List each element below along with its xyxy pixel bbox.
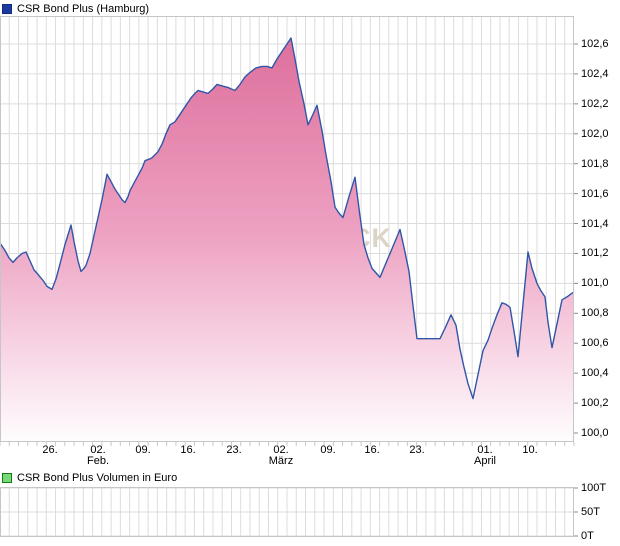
price-area-chart: CK <box>0 16 578 446</box>
price-y-label: 100,0 <box>581 427 609 439</box>
price-x-label: 09. <box>320 444 336 456</box>
plot-border <box>0 487 574 537</box>
price-area-fill <box>0 38 573 442</box>
price-x-label: 09. <box>135 444 151 456</box>
price-y-label: 100,2 <box>581 397 609 410</box>
volume-bar-chart <box>0 487 578 537</box>
price-line <box>0 37 574 400</box>
price-x-label: 02. <box>90 444 106 456</box>
volume-y-label: 100T <box>581 482 607 494</box>
price-x-label: 16. <box>364 444 380 456</box>
volume-y-label: 50T <box>581 506 600 518</box>
price-y-label: 101,0 <box>581 277 609 290</box>
price-y-label: 102,2 <box>581 97 609 110</box>
price-series-marker-icon <box>2 3 12 14</box>
price-x-label: 02. <box>273 444 289 456</box>
price-y-label: 100,4 <box>581 367 609 380</box>
price-y-label: 101,8 <box>581 157 609 170</box>
price-x-label: 23. <box>409 444 425 456</box>
price-y-label: 101,6 <box>581 187 609 200</box>
price-x-label: 26. <box>42 444 58 456</box>
price-y-label: 102,6 <box>581 38 609 50</box>
price-x-label: 10. <box>522 444 538 456</box>
price-y-label: 102,4 <box>581 67 609 80</box>
price-chart-legend: CSR Bond Plus (Hamburg) <box>2 2 149 15</box>
price-x-label: 16. <box>180 444 196 456</box>
price-x-month-label: April <box>473 455 496 467</box>
price-y-label: 100,6 <box>581 337 609 350</box>
volume-y-label: 0T <box>581 530 594 542</box>
volume-series-marker-icon <box>2 472 12 483</box>
plot-border <box>0 16 574 442</box>
volume-chart-legend: CSR Bond Plus Volumen in Euro <box>2 471 177 484</box>
price-x-month-label: März <box>268 455 294 467</box>
price-y-label: 101,2 <box>581 247 609 260</box>
price-chart-title: CSR Bond Plus (Hamburg) <box>17 2 150 15</box>
price-x-month-label: Feb. <box>86 455 109 467</box>
price-x-label: 23. <box>226 444 242 456</box>
price-y-label: 102,0 <box>581 127 609 140</box>
price-y-label: 101,4 <box>581 217 609 230</box>
price-y-label: 100,8 <box>581 307 609 320</box>
price-x-label: 01. <box>477 444 493 456</box>
volume-chart-title: CSR Bond Plus Volumen in Euro <box>17 471 178 484</box>
